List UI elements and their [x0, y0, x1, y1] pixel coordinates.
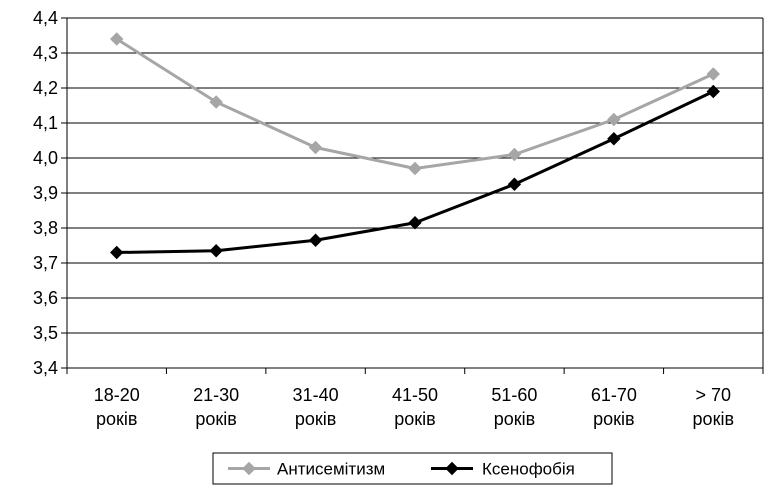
data-point-marker	[110, 245, 124, 260]
data-point-marker	[507, 147, 522, 162]
data-point-marker	[706, 84, 720, 99]
x-tick-label: 61-70 років	[591, 385, 637, 429]
x-tick-label: 51-60 років	[491, 385, 537, 429]
data-point-marker	[706, 67, 720, 81]
legend-swatch-marker	[445, 461, 459, 476]
legend-swatch-marker	[242, 461, 256, 476]
legend-box	[212, 452, 613, 485]
data-point-marker	[408, 161, 422, 176]
axes	[61, 17, 764, 374]
data-point-marker	[209, 95, 223, 109]
x-tick-label: 31-40 років	[293, 385, 339, 429]
y-tick-label: 3,8	[33, 218, 58, 238]
series-line	[115, 37, 714, 170]
series-antisemitism	[110, 32, 720, 176]
x-tick-label: 21-30 років	[193, 385, 239, 429]
series-xenophobia	[110, 84, 720, 260]
y-tick-label: 3,6	[33, 288, 58, 308]
series-lines	[110, 32, 720, 260]
x-tick-labels: 18-20 років 21-30 років 31-40 років 41-50 років…	[94, 385, 734, 429]
y-tick-labels: 3,4 3,5 3,6 3,7 3,8 3,9 4,0 4,1 4,2 4,3 4,4	[33, 8, 58, 378]
x-tick-label: > 70 років	[693, 385, 734, 429]
y-tick-label: 4,2	[33, 78, 58, 98]
x-tick-label: 41-50 років	[392, 385, 438, 429]
gridlines	[67, 17, 763, 369]
y-tick-label: 4,0	[33, 148, 58, 168]
y-tick-label: 4,1	[33, 113, 58, 133]
y-tick-label: 4,4	[33, 8, 58, 28]
data-point-marker	[209, 244, 223, 258]
data-point-marker	[308, 233, 323, 247]
legend-label: Ксенофобія	[482, 460, 575, 479]
y-tick-label: 3,4	[33, 358, 58, 378]
data-point-marker	[308, 140, 323, 155]
y-tick-label: 3,7	[33, 253, 58, 273]
legend-label: Антисемітизм	[277, 460, 385, 479]
data-point-marker	[607, 132, 621, 146]
legend: Антисемітизм Ксенофобія	[212, 452, 613, 485]
data-point-marker	[507, 177, 522, 191]
x-tick-label: 18-20 років	[94, 385, 140, 429]
y-tick-label: 4,3	[33, 43, 58, 63]
y-tick-label: 3,9	[33, 183, 58, 203]
data-point-marker	[110, 32, 124, 46]
data-point-marker	[607, 112, 621, 127]
data-point-marker	[408, 216, 422, 230]
y-tick-label: 3,5	[33, 323, 58, 343]
